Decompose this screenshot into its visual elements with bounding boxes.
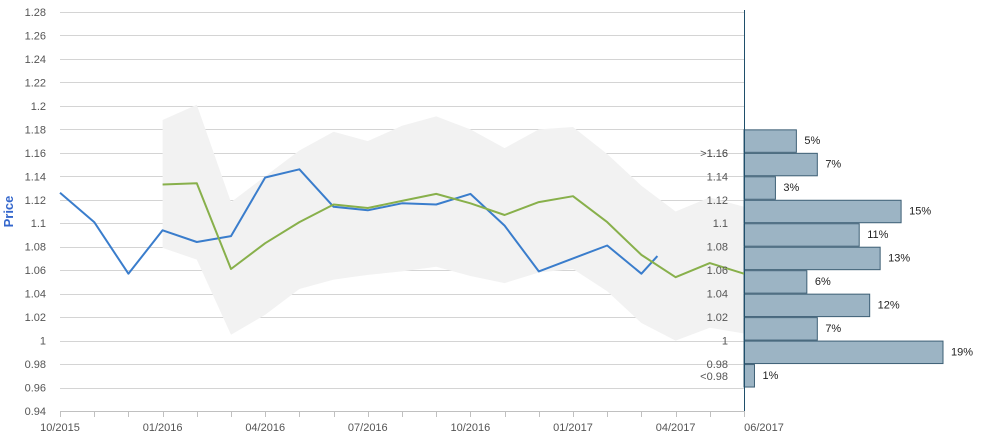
histogram-bin-label: >1.16 — [700, 148, 728, 160]
histogram-value-label: 15% — [909, 206, 931, 218]
histogram-bar — [743, 270, 808, 294]
histogram-bar — [743, 340, 944, 365]
series-line-2 — [162, 182, 745, 279]
histogram-value-label: 7% — [825, 159, 841, 171]
confidence-band — [162, 104, 745, 341]
y-tick-label: 1.16 — [25, 148, 46, 160]
histogram-bin-label: 1.12 — [707, 195, 728, 207]
histogram-value-label: 7% — [825, 323, 841, 335]
y-tick-label: 1.1 — [31, 218, 46, 230]
histogram-bin-label: 1.1 — [713, 218, 728, 230]
histogram-bar — [743, 223, 860, 247]
histogram-value-label: 1% — [762, 370, 778, 382]
y-tick-labels: 0.94 0.96 0.98 1 1.02 1.04 1.06 1.08 1.1 1.12 1.14… — [25, 7, 46, 418]
histogram-value-label: 13% — [888, 252, 910, 264]
histogram-value-label: 5% — [804, 135, 820, 147]
histogram-bin-label: 1.08 — [707, 242, 728, 254]
y-tick-label: 1.04 — [25, 289, 46, 301]
histogram-value-label: 11% — [867, 229, 888, 241]
x-tick-label: 01/2016 — [143, 422, 183, 434]
histogram-bar — [743, 199, 902, 224]
x-tick-label: 01/2017 — [553, 422, 593, 434]
y-tick-label: 1.28 — [25, 7, 46, 19]
axes — [60, 10, 745, 417]
histogram-value-label: 6% — [815, 276, 831, 288]
x-tick-labels: 10/2015 01/2016 04/2016 07/2016 10/2016 01/20… — [40, 422, 784, 434]
y-tick-label: 1.14 — [25, 171, 46, 183]
histogram-bar — [743, 317, 818, 341]
histogram-bin-label: 1.04 — [707, 289, 728, 301]
histogram-bin-label: 0.98 — [707, 359, 728, 371]
histogram-bin-label: 1.02 — [707, 312, 728, 324]
x-tick-label: 06/2017 — [744, 422, 784, 434]
y-tick-label: 1.24 — [25, 54, 46, 66]
x-tick-label: 10/2016 — [451, 422, 491, 434]
histogram-bar — [743, 152, 818, 177]
x-tick-label: 07/2016 — [348, 422, 388, 434]
x-tick-label: 04/2016 — [245, 422, 285, 434]
y-tick-label: 1.08 — [25, 242, 46, 254]
y-axis-label: Price — [1, 196, 16, 228]
histogram-bar — [743, 246, 881, 271]
y-tick-label: 0.96 — [25, 383, 46, 395]
histogram-value-label: 19% — [951, 346, 973, 358]
histogram-bar — [743, 129, 797, 153]
histogram-bar — [743, 364, 755, 388]
x-tick-label: 04/2017 — [656, 422, 696, 434]
histogram-bin-label: 1.06 — [707, 265, 728, 277]
histogram-value-label: 12% — [878, 299, 900, 311]
y-tick-label: 0.94 — [25, 406, 46, 418]
y-tick-label: 1.12 — [25, 195, 46, 207]
series-line-1 — [59, 168, 659, 275]
series-lines — [59, 168, 745, 279]
histogram-bar — [743, 176, 776, 200]
y-tick-label: 1.22 — [25, 77, 46, 89]
x-tick-label: 10/2015 — [40, 422, 80, 434]
y-tick-label: 1.02 — [25, 312, 46, 324]
histogram-bar — [743, 293, 871, 318]
y-tick-label: 1.26 — [25, 30, 46, 42]
histogram — [743, 129, 944, 388]
histogram-bin-label: <0.98 — [700, 371, 728, 383]
band-area — [162, 104, 745, 341]
y-tick-label: 0.98 — [25, 359, 46, 371]
y-tick-label: 1.18 — [25, 124, 46, 136]
histogram-value-label: 3% — [783, 182, 799, 194]
histogram-bin-label: 1 — [722, 336, 728, 348]
histogram-labels: >1.165%1.167%1.143%1.1215%1.111%1.0813%1… — [700, 135, 973, 383]
y-tick-label: 1.2 — [31, 101, 46, 113]
histogram-bin-label: 1.16 — [707, 148, 728, 160]
histogram-bin-label: 1.14 — [707, 171, 728, 183]
y-tick-label: 1.06 — [25, 265, 46, 277]
y-tick-label: 1 — [40, 336, 46, 348]
